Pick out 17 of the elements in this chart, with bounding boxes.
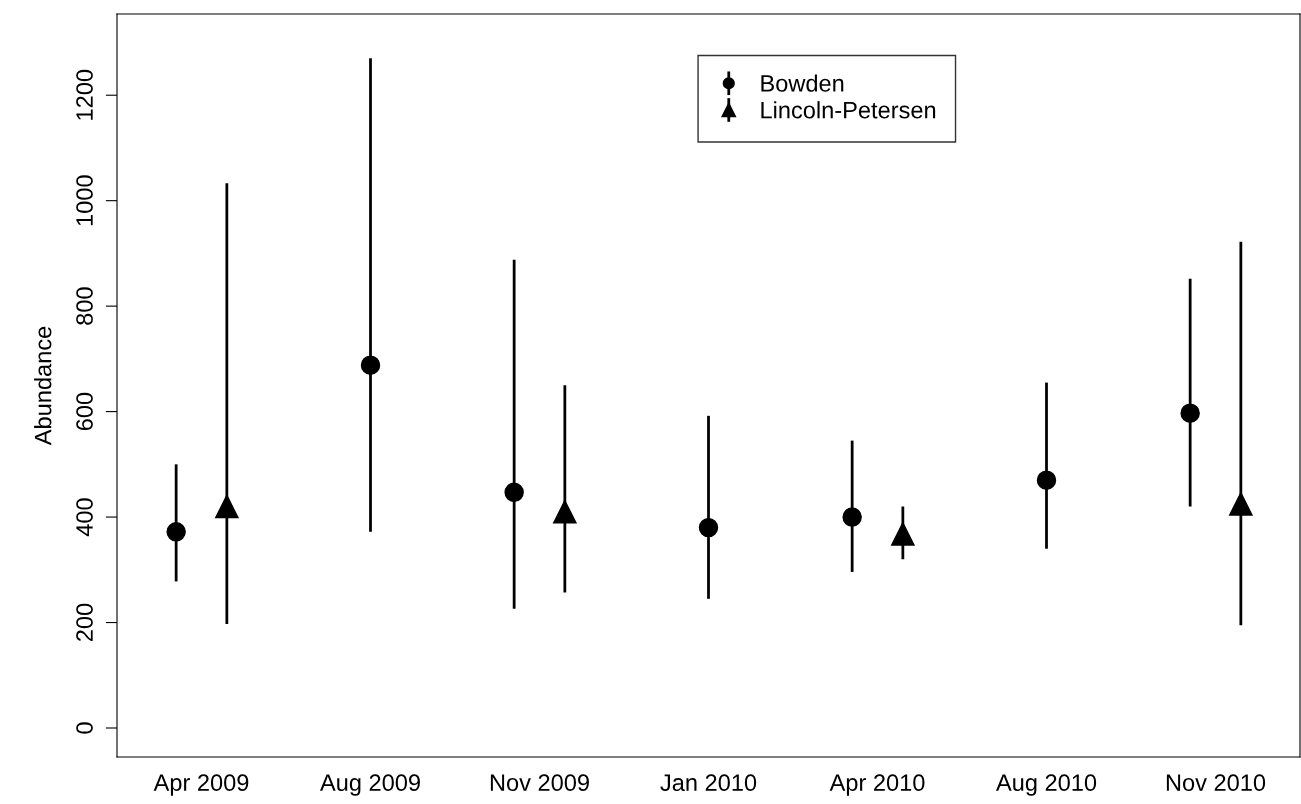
- y-tick-label: 0: [76, 722, 93, 734]
- x-tick-label: Nov 2009: [490, 774, 589, 792]
- y-tick-label: 600: [76, 392, 93, 431]
- x-tick-label: Apr 2010: [829, 774, 925, 796]
- x-tick-label: Apr 2009: [153, 774, 249, 796]
- y-tick-label: 200: [76, 603, 93, 642]
- x-tick-label: Nov 2010: [1166, 774, 1266, 792]
- x-tick-label: Aug 2010: [996, 774, 1097, 796]
- x-tick-label: Jan 2010: [660, 774, 757, 792]
- y-tick-label: 1200: [76, 69, 93, 120]
- legend-label: Lincoln-Petersen: [761, 101, 936, 119]
- y-tick-label: 400: [76, 498, 93, 537]
- x-tick-label: Aug 2009: [320, 774, 420, 796]
- y-tick-label: 1000: [76, 175, 93, 226]
- legend-label: Bowden: [761, 74, 844, 92]
- y-axis-title: Abundance: [34, 326, 52, 446]
- y-tick-label: 800: [76, 287, 93, 325]
